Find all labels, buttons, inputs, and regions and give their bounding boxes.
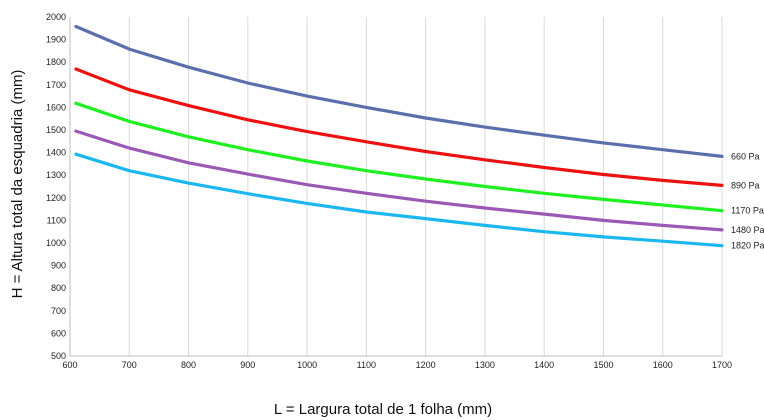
series-label: 890 Pa <box>731 180 760 190</box>
y-tick-label: 1200 <box>46 193 66 203</box>
series-line <box>74 67 724 187</box>
y-tick-label: 700 <box>51 306 66 316</box>
y-tick-label: 1800 <box>46 57 66 67</box>
x-tick-label: 800 <box>181 360 196 370</box>
y-tick-label: 600 <box>51 328 66 338</box>
series-label: 660 Pa <box>731 151 760 161</box>
y-tick-label: 1600 <box>46 102 66 112</box>
y-tick-label: 1900 <box>46 35 66 45</box>
y-tick-label: 1100 <box>47 215 66 225</box>
series-line <box>74 24 724 158</box>
series-label: 1820 Pa <box>731 241 764 251</box>
x-tick-label: 1500 <box>593 360 613 370</box>
x-tick-label: 600 <box>62 360 77 370</box>
series-label: 1480 Pa <box>731 225 764 235</box>
y-tick-label: 1300 <box>46 170 66 180</box>
x-tick-label: 700 <box>122 360 137 370</box>
y-tick-label: 500 <box>51 351 66 361</box>
x-tick-label: 1700 <box>712 360 732 370</box>
y-tick-label: 1700 <box>46 80 66 90</box>
x-tick-label: 1100 <box>357 360 376 370</box>
series-label: 1170 Pa <box>731 206 764 216</box>
x-axis-title: L = Largura total de 1 folha (mm) <box>274 401 492 418</box>
y-tick-label: 900 <box>51 261 66 271</box>
series-line <box>74 129 724 232</box>
series-line <box>74 101 724 213</box>
x-tick-label: 1300 <box>475 360 495 370</box>
y-axis-title: H = Altura total da esquadria (mm) <box>9 70 26 299</box>
x-tick-label: 1400 <box>534 360 554 370</box>
series-lines <box>74 24 724 248</box>
y-tick-label: 800 <box>51 283 66 293</box>
plot-area <box>69 17 722 357</box>
grid-lines <box>128 17 723 356</box>
y-axis-ticks: 500 600 700 800 900 1000 1100 1200 1300 1400 1500 1… <box>46 12 66 361</box>
x-tick-label: 1000 <box>297 360 317 370</box>
x-tick-label: 900 <box>240 360 255 370</box>
y-tick-label: 1500 <box>46 125 66 135</box>
x-tick-label: 1600 <box>653 360 673 370</box>
y-tick-label: 1000 <box>46 238 66 248</box>
x-tick-label: 1200 <box>416 360 436 370</box>
y-tick-label: 1400 <box>46 148 66 158</box>
series-line <box>74 152 724 248</box>
series-labels: 660 Pa 890 Pa 1170 Pa 1480 Pa 1820 Pa <box>731 151 764 250</box>
x-axis-ticks: 600 700 800 900 1000 1100 1200 1300 1400 1500 1600… <box>62 360 732 370</box>
y-tick-label: 2000 <box>46 12 66 22</box>
